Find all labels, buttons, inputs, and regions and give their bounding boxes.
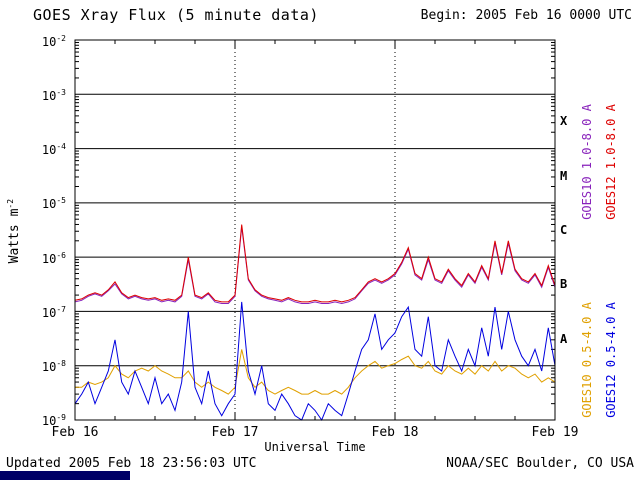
x-tick-label: Feb 16 — [51, 425, 99, 440]
flare-class-a: A — [560, 332, 568, 346]
y-tick-label: 10-2 — [41, 34, 66, 49]
flare-class-x: X — [560, 114, 568, 128]
x-tick-label: Feb 18 — [371, 425, 419, 440]
y-tick-label: 10-7 — [41, 305, 66, 320]
begin-timestamp: Begin: 2005 Feb 16 0000 UTC — [420, 8, 632, 23]
y-axis-label: Watts m-2 — [5, 198, 23, 264]
y-tick-label: 10-3 — [41, 88, 66, 103]
flare-class-m: M — [560, 169, 568, 183]
x-tick-label: Feb 19 — [531, 425, 579, 440]
x-axis-label: Universal Time — [264, 440, 366, 454]
y-tick-label: 10-8 — [41, 359, 66, 374]
y-tick-label: 10-6 — [41, 251, 66, 266]
x-tick-label: Feb 17 — [211, 425, 259, 440]
footer-banner — [0, 471, 130, 480]
flare-class-b: B — [560, 277, 568, 291]
series-label-goes12-short: GOES12 0.5-4.0 A — [604, 302, 618, 418]
y-tick-label: 10-9 — [41, 413, 66, 428]
flare-class-c: C — [560, 223, 568, 237]
series-label-goes12-long: GOES12 1.0-8.0 A — [604, 104, 618, 220]
credit-text: NOAA/SEC Boulder, CO USA — [446, 456, 634, 471]
y-tick-label: 10-4 — [41, 142, 66, 157]
updated-timestamp: Updated 2005 Feb 18 23:56:03 UTC — [6, 456, 257, 471]
series-label-goes10-short: GOES10 0.5-4.0 A — [580, 302, 594, 418]
y-tick-label: 10-5 — [41, 196, 66, 211]
chart-title: GOES Xray Flux (5 minute data) — [33, 6, 319, 24]
series-label-goes10-long: GOES10 1.0-8.0 A — [580, 104, 594, 220]
